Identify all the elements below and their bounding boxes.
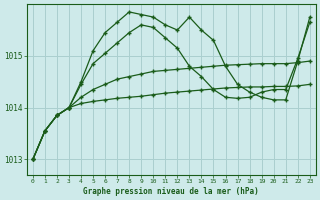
X-axis label: Graphe pression niveau de la mer (hPa): Graphe pression niveau de la mer (hPa) bbox=[84, 187, 259, 196]
